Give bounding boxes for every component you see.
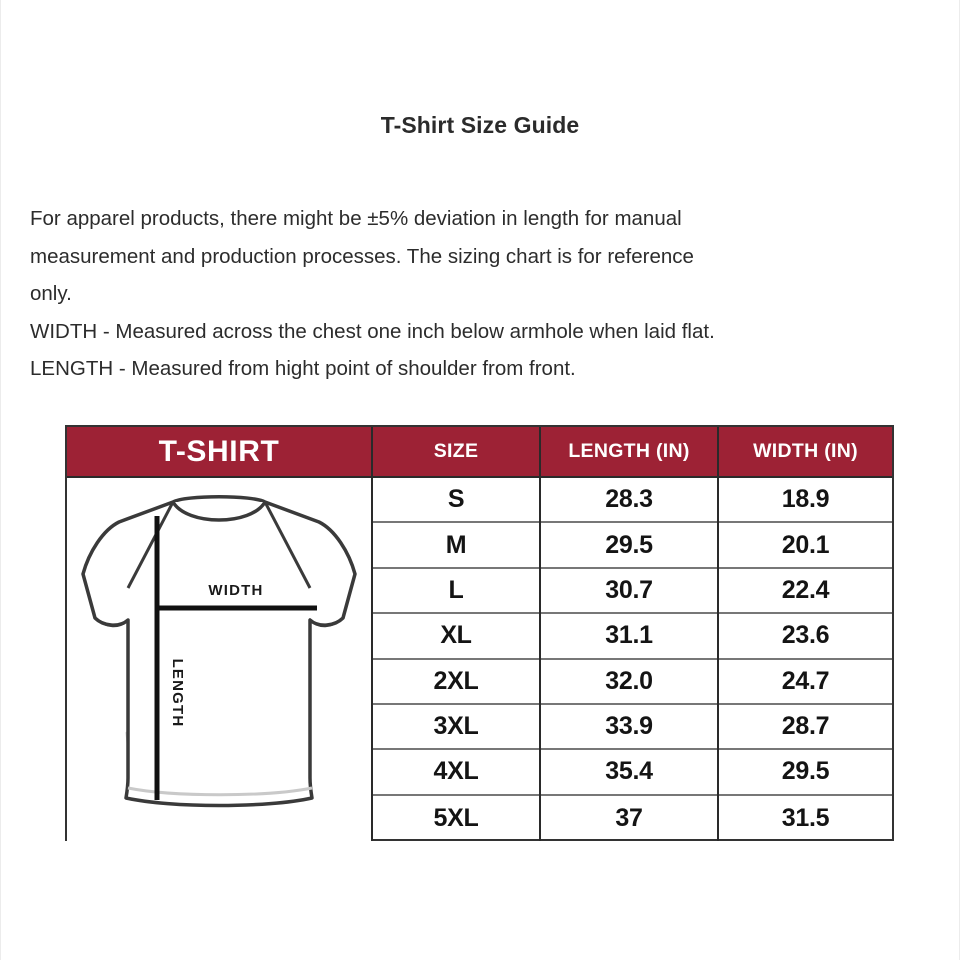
table-row: 18.9 — [719, 478, 892, 524]
table-row: 30.7 — [541, 569, 717, 615]
intro-line-length: LENGTH - Measured from hight point of sh… — [30, 357, 576, 380]
table-row: M — [373, 523, 539, 569]
t-shirt-diagram: WIDTH LENGTH — [67, 478, 373, 841]
intro-line-3: only. — [30, 282, 72, 305]
t-shirt-illustration-svg: WIDTH LENGTH — [81, 495, 357, 808]
length-label: LENGTH — [169, 659, 186, 728]
table-header-size: SIZE — [373, 427, 541, 476]
table-row: L — [373, 569, 539, 615]
size-table: T-SHIRT SIZE LENGTH (IN) WIDTH (IN) — [65, 425, 894, 841]
table-row: 3XL — [373, 705, 539, 751]
intro-text: For apparel products, there might be ±5%… — [30, 200, 920, 388]
table-row: 31.5 — [781, 803, 830, 832]
intro-line-2: measurement and production processes. Th… — [30, 244, 694, 268]
table-row: 35.4 — [541, 750, 717, 796]
table-row: 31.1 — [541, 614, 717, 660]
length-column: 28.3 29.5 30.7 31.1 32.0 33.9 35.4 37 — [541, 478, 719, 841]
table-row: 33.9 — [541, 705, 717, 751]
table-header-tshirt: T-SHIRT — [67, 427, 373, 476]
table-row: 22.4 — [719, 569, 892, 615]
measurement-columns: S M L XL 2XL 3XL 4XL 5XL 28.3 29.5 30.7 … — [373, 478, 892, 841]
table-row: XL — [373, 614, 539, 660]
table-row: S — [373, 478, 539, 524]
intro-line-1: For apparel products, there might be ±5%… — [30, 207, 682, 230]
table-header-row: T-SHIRT SIZE LENGTH (IN) WIDTH (IN) — [67, 427, 892, 478]
table-row: 28.3 — [541, 478, 717, 524]
width-label: WIDTH — [208, 582, 263, 599]
intro-line-width: WIDTH - Measured across the chest one in… — [30, 319, 715, 343]
table-row: 24.7 — [719, 660, 892, 705]
table-row: 23.6 — [719, 614, 892, 660]
table-body: WIDTH LENGTH S M L XL 2XL 3XL 4XL 5XL — [67, 478, 892, 841]
table-row: 32.0 — [541, 660, 717, 705]
size-column: S M L XL 2XL 3XL 4XL 5XL — [373, 478, 541, 841]
table-row: 20.1 — [719, 523, 892, 569]
table-header-width: WIDTH (IN) — [753, 440, 858, 462]
page-title: T-Shirt Size Guide — [380, 112, 580, 138]
width-column: 18.9 20.1 22.4 23.6 24.7 28.7 29.5 31.5 — [719, 478, 892, 841]
table-row: 2XL — [373, 660, 539, 705]
table-row: 29.5 — [719, 750, 892, 796]
table-row: 29.5 — [541, 523, 717, 569]
table-row: 5XL — [433, 803, 479, 832]
table-row: 37 — [615, 803, 643, 832]
table-header-length: LENGTH (IN) — [541, 427, 719, 476]
table-row: 28.7 — [719, 705, 892, 751]
table-row: 4XL — [373, 750, 539, 796]
